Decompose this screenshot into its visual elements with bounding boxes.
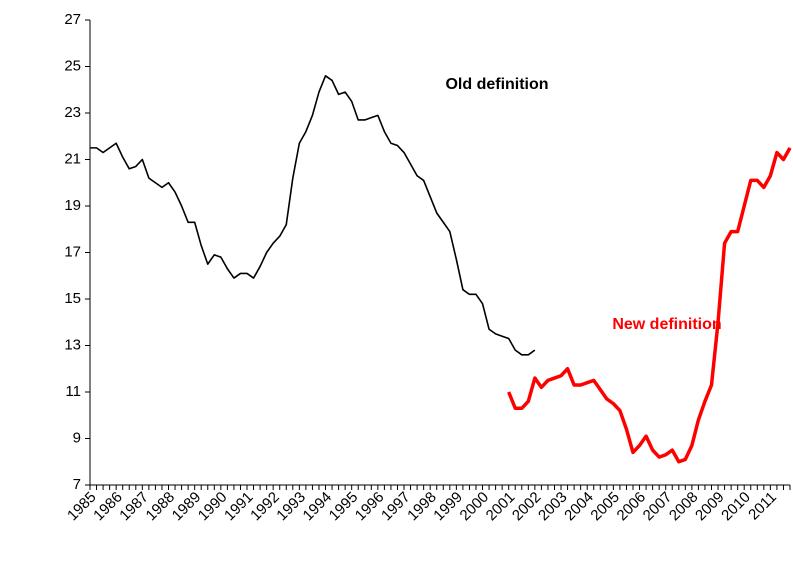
series-label: Old definition	[445, 76, 548, 93]
x-tick-label: 1990	[195, 489, 231, 525]
x-tick-label: 1997	[378, 489, 414, 525]
x-tick-label: 1999	[430, 489, 466, 525]
x-tick-label: 2009	[692, 489, 728, 525]
x-tick-label: 2003	[535, 489, 571, 525]
y-tick-label: 19	[64, 197, 81, 214]
x-tick-label: 1995	[326, 489, 362, 525]
x-tick-label: 1987	[116, 489, 152, 525]
x-tick-label: 2008	[666, 489, 702, 525]
x-tick-label: 2007	[640, 489, 676, 525]
x-tick-label: 2006	[614, 489, 650, 525]
x-tick-label: 1985	[64, 489, 100, 525]
x-tick-label: 2005	[587, 489, 623, 525]
y-tick-label: 25	[64, 57, 81, 74]
x-tick-label: 1989	[169, 489, 205, 525]
x-tick-label: 2004	[561, 489, 597, 525]
x-tick-label: 1991	[221, 489, 257, 525]
y-tick-label: 23	[64, 104, 81, 121]
x-tick-label: 2011	[745, 489, 780, 524]
y-tick-label: 9	[73, 429, 81, 446]
y-tick-label: 15	[64, 290, 81, 307]
x-tick-label: 1986	[90, 489, 126, 525]
y-tick-label: 27	[64, 11, 81, 28]
series-label: New definition	[612, 316, 721, 333]
y-tick-label: 17	[64, 243, 81, 260]
y-tick-label: 21	[64, 150, 81, 167]
y-tick-label: 7	[73, 476, 81, 493]
x-tick-label: 2002	[509, 489, 545, 525]
y-tick-label: 13	[64, 336, 81, 353]
x-tick-label: 2001	[483, 489, 519, 525]
x-tick-label: 1992	[247, 489, 283, 525]
x-tick-label: 2000	[457, 489, 493, 525]
x-tick-label: 1996	[352, 489, 388, 525]
x-tick-label: 1994	[300, 489, 336, 525]
series-line	[507, 147, 792, 464]
x-tick-label: 1993	[273, 489, 309, 525]
x-tick-label: 1998	[404, 489, 440, 525]
x-tick-label: 2010	[718, 489, 754, 525]
series-line	[90, 75, 536, 356]
x-tick-label: 1988	[143, 489, 179, 525]
y-tick-label: 11	[65, 383, 81, 400]
